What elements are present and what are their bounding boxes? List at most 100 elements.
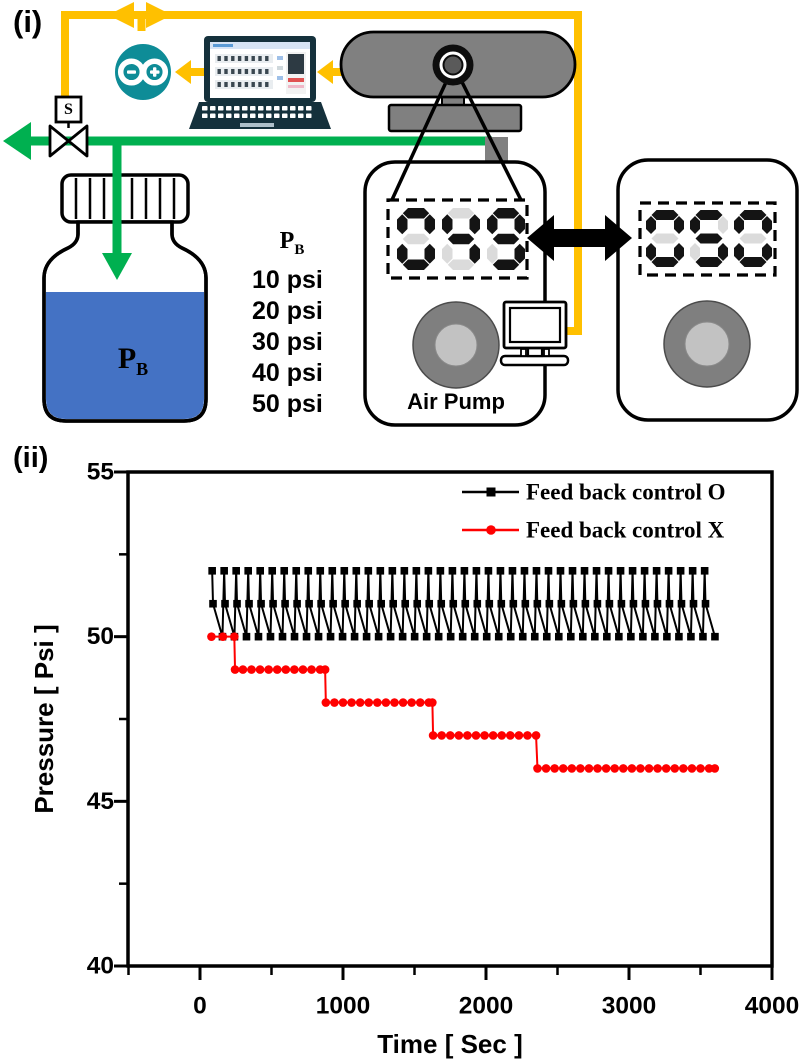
camera-sightline-right — [459, 79, 524, 203]
data-point — [556, 567, 565, 575]
panel-i-label: (i) — [13, 4, 43, 39]
x-tick-label: 1000 — [316, 993, 371, 1020]
data-point — [627, 632, 635, 641]
laptop-touchpad — [240, 123, 274, 127]
pressure-list-item: 40 psi — [252, 358, 323, 387]
data-point — [557, 599, 566, 608]
segment-C — [424, 243, 435, 264]
segment-F — [397, 214, 408, 235]
data-point — [544, 567, 553, 575]
data-point — [653, 599, 662, 608]
legend-label: Feed back control O — [526, 480, 726, 505]
data-point — [278, 632, 287, 641]
data-point — [266, 632, 275, 641]
data-point — [364, 567, 373, 575]
valve-body-left — [48, 124, 70, 158]
data-point — [545, 599, 554, 608]
y-tick-label: 45 — [87, 788, 114, 815]
arduino-icon — [115, 44, 171, 100]
data-point — [593, 599, 602, 608]
setup-diagram — [3, 2, 799, 427]
segment-A — [739, 210, 767, 220]
data-point — [268, 567, 277, 575]
data-point — [329, 599, 337, 608]
segment-D — [402, 259, 430, 270]
data-point — [628, 567, 637, 575]
data-point — [605, 599, 614, 608]
signal-arrowheads — [108, 2, 333, 84]
data-point — [463, 731, 472, 740]
data-point — [230, 632, 239, 641]
segment-F — [442, 214, 453, 235]
data-point — [480, 731, 489, 740]
segment-G — [695, 233, 723, 244]
data-point — [340, 567, 349, 575]
data-point — [677, 599, 686, 608]
data-point — [497, 731, 507, 740]
segment-F — [734, 216, 744, 234]
data-point — [532, 567, 541, 575]
x-tick-label: 2000 — [459, 993, 514, 1020]
data-point — [701, 599, 710, 608]
data-point — [364, 698, 374, 707]
monitor-icon — [499, 300, 570, 367]
segment-C — [674, 243, 684, 261]
data-point — [710, 764, 720, 773]
data-point — [484, 567, 493, 575]
pressure-list-item: 10 psi — [252, 265, 323, 294]
laptop-screen-rows — [215, 54, 273, 89]
data-point — [281, 665, 291, 674]
data-point — [687, 632, 695, 641]
legend-entry: Feed back control O — [462, 480, 726, 505]
data-point — [255, 665, 265, 674]
data-point — [317, 599, 325, 608]
data-point — [412, 567, 421, 575]
regulator-seven-segment-display — [646, 210, 772, 267]
data-point — [338, 632, 347, 641]
pressure-time-chart: 0 1000 2000 3000 4000 40 45 50 55 Time [ Sec ] Pre… — [29, 459, 799, 1060]
bottle-pressure-list: PB 10 psi 20 psi 30 psi 40 psi 50 psi — [246, 226, 338, 420]
plot-border — [126, 470, 774, 968]
data-point — [454, 731, 464, 740]
data-point — [298, 665, 308, 674]
series-feedback-off — [207, 632, 720, 773]
data-point — [316, 567, 325, 575]
data-point — [604, 567, 613, 575]
legend-label: Feed back control X — [526, 518, 725, 543]
sync-double-arrow-icon — [527, 215, 632, 261]
data-point — [521, 599, 530, 608]
data-point — [592, 567, 601, 575]
pressure-list-header: PB — [279, 228, 305, 258]
x-axis-title: Time [ Sec ] — [377, 1029, 522, 1059]
data-point — [328, 567, 337, 575]
data-point — [428, 698, 437, 707]
segment-G — [651, 233, 679, 244]
data-point — [218, 632, 228, 641]
segment-D — [492, 259, 520, 270]
data-point — [472, 567, 481, 575]
data-point — [470, 632, 479, 641]
data-point — [314, 632, 323, 641]
webcam-base — [387, 103, 523, 133]
data-point — [670, 764, 680, 773]
data-point — [531, 731, 541, 740]
data-point — [400, 567, 409, 575]
flow-arrow-left-icon — [3, 122, 31, 160]
data-point — [651, 632, 659, 641]
segment-E — [646, 243, 656, 261]
data-point — [506, 731, 515, 740]
data-point — [616, 567, 625, 575]
data-point — [407, 698, 416, 707]
data-point — [496, 567, 505, 575]
data-point — [398, 632, 407, 641]
data-point — [485, 599, 494, 608]
data-point — [675, 632, 683, 641]
bottle-pressure-label: PB — [117, 342, 149, 379]
series-line — [211, 635, 715, 770]
data-point — [569, 599, 578, 608]
data-point — [581, 599, 590, 608]
data-point — [644, 764, 654, 773]
pump-seven-segment-display — [397, 208, 525, 270]
data-point — [264, 665, 273, 674]
data-point — [533, 599, 542, 608]
